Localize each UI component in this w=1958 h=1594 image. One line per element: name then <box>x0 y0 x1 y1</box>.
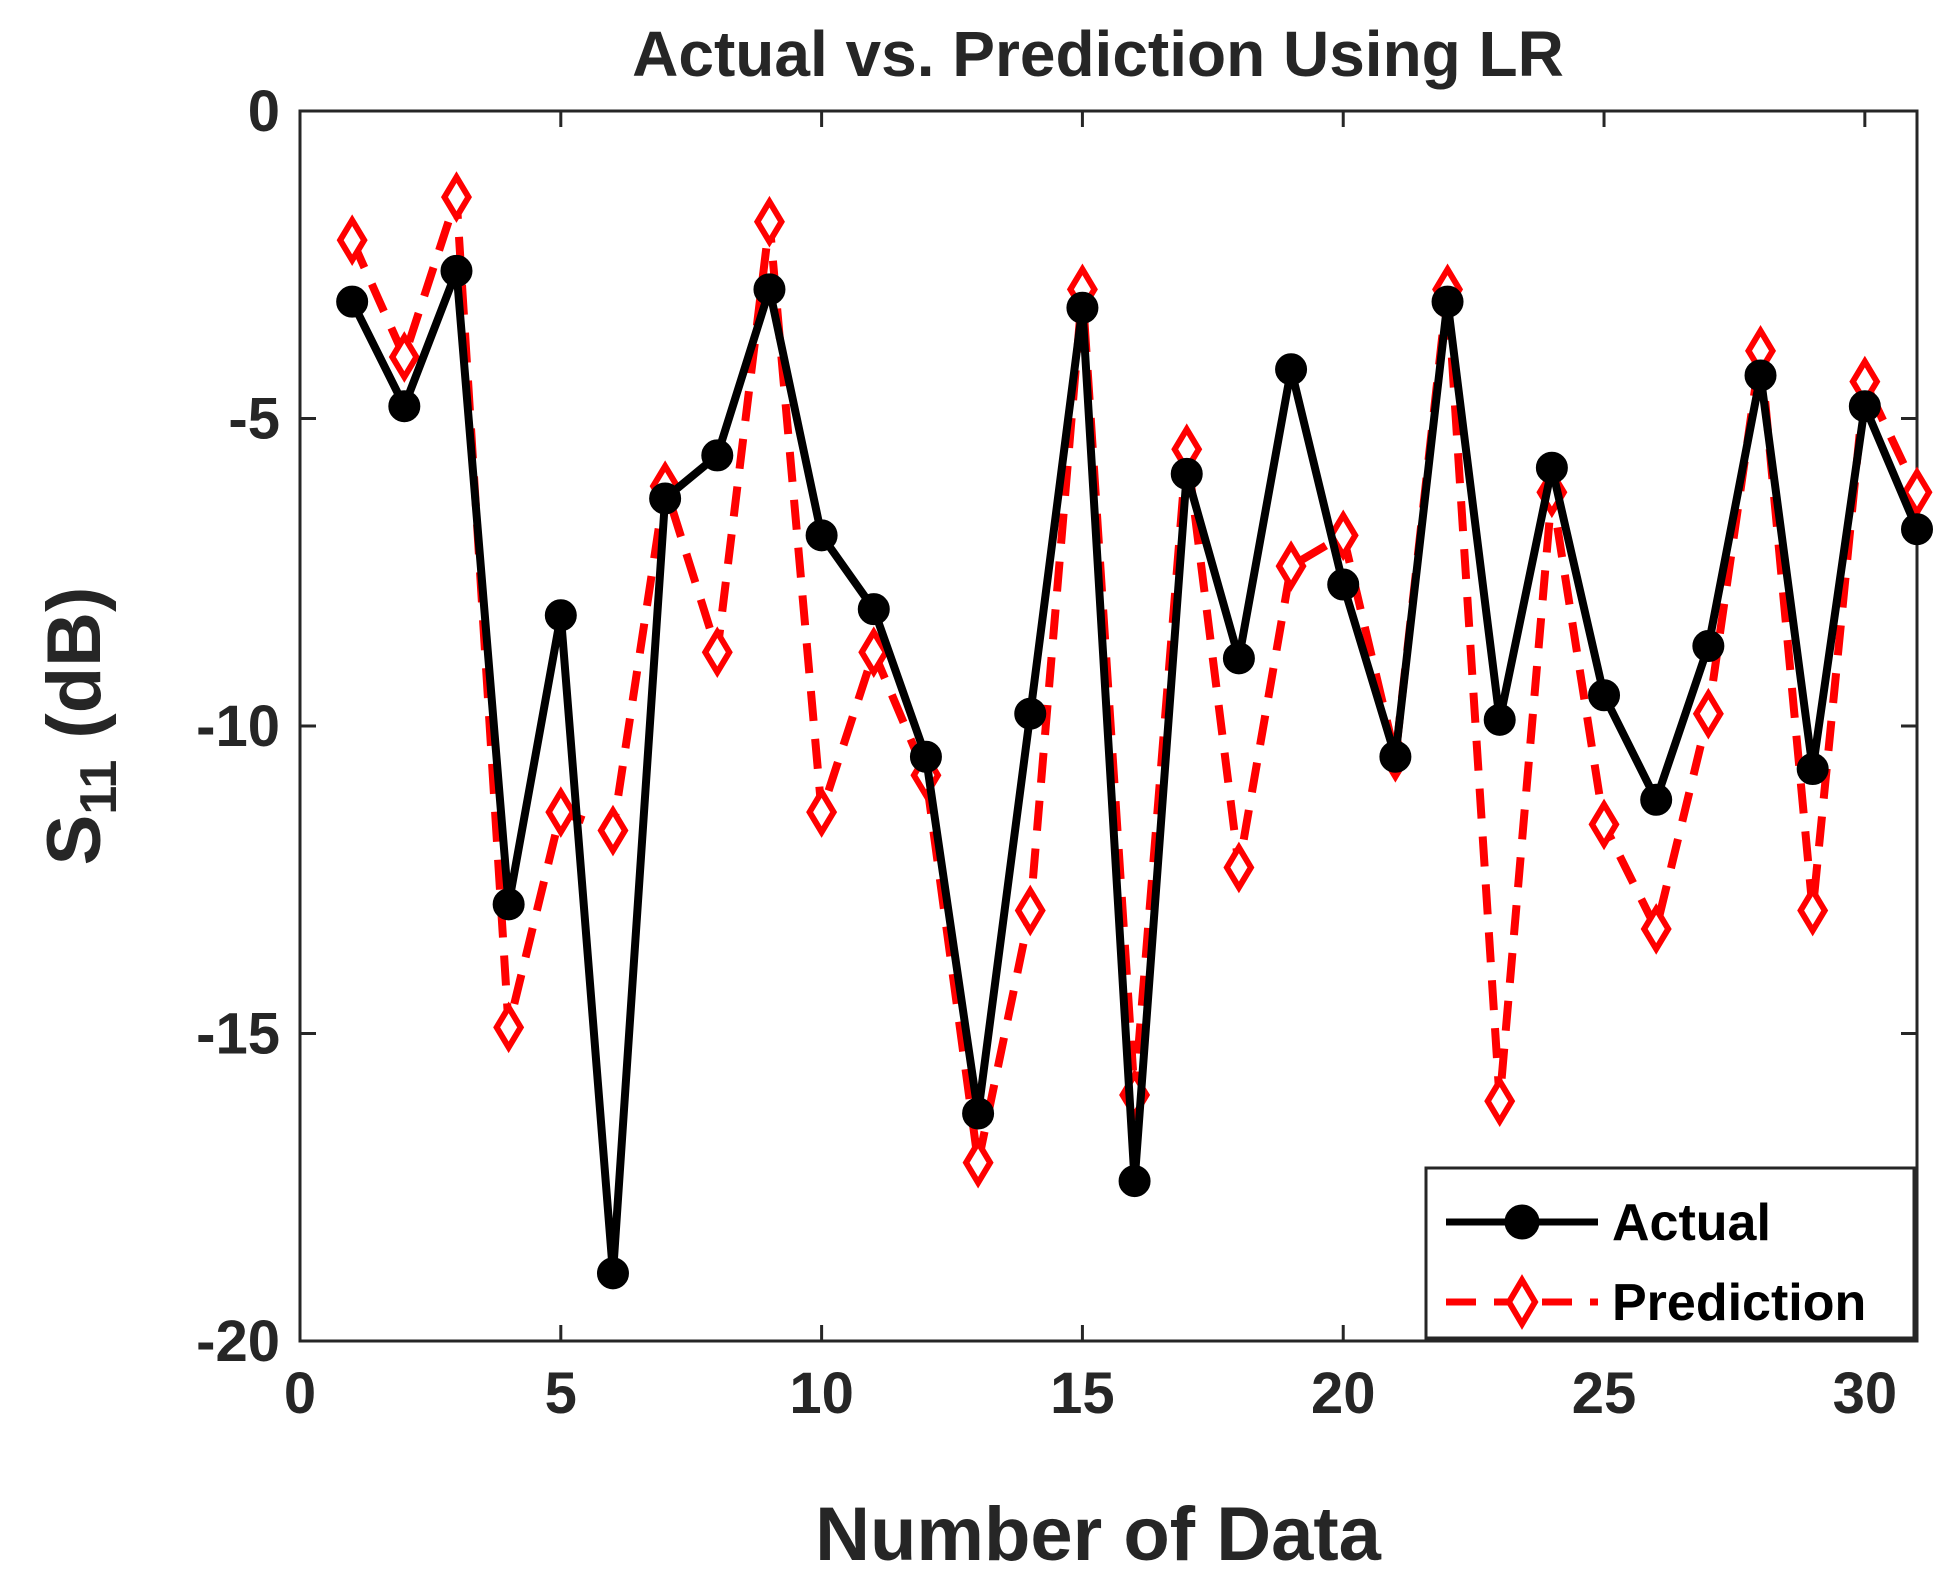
svg-text:S11 (dB): S11 (dB) <box>32 587 128 866</box>
y-tick-labels: 0 -5 -10 -15 -20 <box>196 79 280 1374</box>
point-prediction <box>493 1001 525 1054</box>
point-prediction <box>1223 841 1255 894</box>
point-actual <box>1275 353 1308 386</box>
point-prediction <box>1014 884 1046 937</box>
point-actual <box>596 1257 629 1290</box>
y-axis-label-subscript: 11 <box>70 760 128 815</box>
legend-entry-prediction: Prediction <box>1446 1274 1866 1332</box>
point-prediction <box>1797 884 1829 937</box>
point-prediction <box>1901 466 1933 519</box>
x-tick-label: 15 <box>1050 1361 1115 1426</box>
legend-label-actual: Actual <box>1612 1194 1771 1252</box>
point-actual <box>649 482 682 515</box>
point-actual <box>1848 390 1881 423</box>
point-actual <box>1744 359 1777 392</box>
point-prediction <box>1640 903 1672 955</box>
point-prediction <box>858 626 890 679</box>
point-actual <box>962 1097 995 1130</box>
legend-marker-actual <box>1504 1204 1540 1240</box>
point-actual <box>909 740 942 773</box>
point-actual <box>492 888 525 921</box>
point-actual <box>1535 451 1568 484</box>
legend-box <box>1424 1166 1916 1340</box>
y-tick-label: -20 <box>196 1309 280 1374</box>
y-axis-label-unit-space <box>32 739 117 760</box>
point-prediction <box>1692 687 1724 740</box>
point-prediction <box>806 786 838 838</box>
chart-title: Actual vs. Prediction Using LR <box>632 18 1564 90</box>
point-actual <box>1431 285 1464 318</box>
y-tick-label: -10 <box>196 694 280 759</box>
point-prediction <box>701 626 733 679</box>
legend-marker-prediction <box>1505 1274 1539 1330</box>
point-actual <box>753 273 786 306</box>
y-axis-label-unit: (dB) <box>32 587 117 739</box>
y-axis-label-main: S <box>32 815 117 866</box>
legend: Actual Prediction <box>1424 1166 1916 1340</box>
x-tick-label: 25 <box>1572 1361 1637 1426</box>
point-actual <box>1692 630 1725 663</box>
x-tick-label: 30 <box>1833 1361 1898 1426</box>
point-prediction <box>1588 798 1620 851</box>
series-layer <box>336 171 1933 1290</box>
point-actual <box>1796 753 1829 786</box>
x-tick-label: 10 <box>789 1361 854 1426</box>
legend-label-prediction: Prediction <box>1612 1274 1866 1332</box>
point-actual <box>1379 740 1412 773</box>
point-actual <box>857 593 890 626</box>
point-actual <box>1901 513 1933 546</box>
y-axis-label: S11 (dB) <box>32 587 128 866</box>
point-actual <box>1014 697 1047 730</box>
point-actual <box>388 390 421 423</box>
x-tick-label: 20 <box>1311 1361 1376 1426</box>
point-actual <box>1066 291 1099 324</box>
point-actual <box>1118 1165 1151 1198</box>
y-tick-label: 0 <box>248 79 280 144</box>
point-actual <box>1222 642 1255 675</box>
y-tick-label: -5 <box>228 387 280 452</box>
point-actual <box>336 285 369 318</box>
point-prediction <box>597 804 629 857</box>
point-actual <box>805 519 838 552</box>
x-tick-labels: 0 5 10 15 20 25 30 <box>284 1361 1897 1426</box>
point-actual <box>544 599 577 632</box>
point-actual <box>701 439 734 472</box>
point-actual <box>1483 703 1516 736</box>
point-actual <box>440 254 473 287</box>
x-tick-label: 0 <box>284 1361 316 1426</box>
point-actual <box>1588 679 1621 712</box>
y-tick-label: -15 <box>196 1002 280 1067</box>
point-prediction <box>440 171 472 223</box>
point-prediction <box>1484 1075 1516 1127</box>
point-prediction <box>753 195 785 248</box>
point-actual <box>1640 783 1673 816</box>
point-prediction <box>388 331 420 383</box>
x-axis-label: Number of Data <box>815 1492 1382 1577</box>
point-prediction <box>336 214 368 266</box>
point-actual <box>1327 568 1360 601</box>
point-prediction <box>1275 540 1307 592</box>
axis-ticks <box>298 109 1917 1343</box>
x-tick-label: 5 <box>545 1361 577 1426</box>
point-actual <box>1170 457 1203 490</box>
legend-entry-actual: Actual <box>1446 1194 1771 1252</box>
plot-area <box>298 109 1933 1343</box>
point-prediction <box>962 1136 994 1189</box>
point-prediction <box>545 786 577 838</box>
